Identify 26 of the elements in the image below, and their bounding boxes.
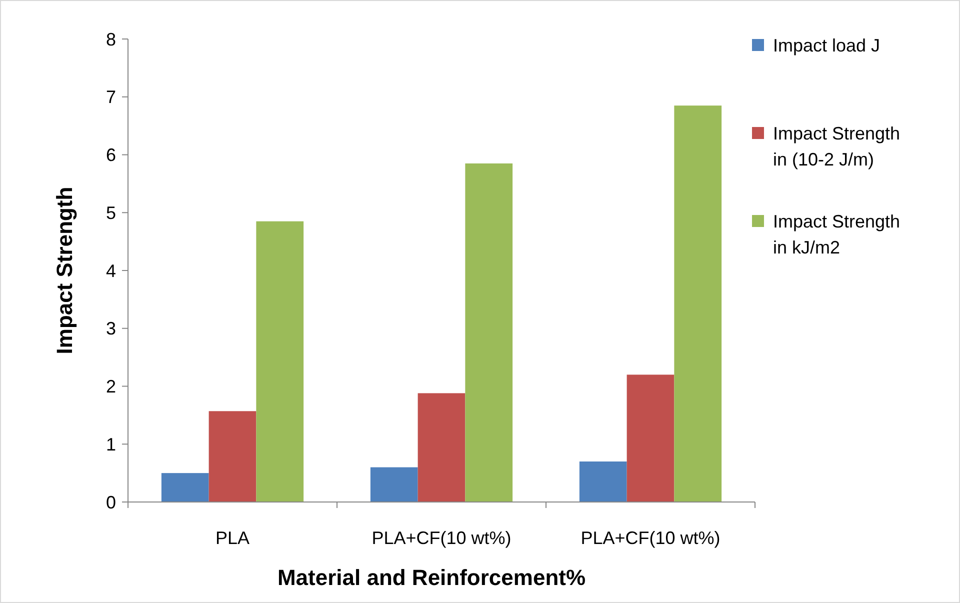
bar	[208, 411, 256, 502]
y-tick-label: 2	[106, 376, 116, 397]
x-tick-label: PLA	[215, 528, 250, 548]
y-tick-label: 1	[106, 434, 116, 454]
bar	[161, 473, 209, 502]
legend-label: Impact Strength in (10-2 J/m)	[773, 123, 900, 170]
bar	[674, 106, 722, 502]
y-tick-label: 8	[106, 29, 116, 50]
bar	[256, 221, 304, 502]
x-tick-label: PLA+CF(10 wt%)	[580, 528, 720, 548]
y-tick-label: 7	[106, 87, 116, 108]
bar	[626, 374, 674, 502]
x-tick-label: PLA+CF(10 wt%)	[372, 528, 512, 548]
y-tick-label: 3	[106, 318, 116, 339]
bar	[465, 163, 513, 502]
y-tick-label: 5	[106, 202, 116, 223]
bar	[418, 393, 466, 502]
legend-label: Impact Strength in kJ/m2	[773, 211, 900, 258]
bar	[370, 467, 418, 502]
y-axis-title: Impact Strength	[52, 186, 77, 354]
legend-label: Impact load J	[773, 35, 880, 56]
y-tick-label: 0	[106, 492, 116, 512]
x-axis-title: Material and Reinforcement%	[277, 565, 586, 590]
bar	[579, 461, 627, 502]
y-tick-label: 4	[106, 260, 116, 281]
y-tick-label: 6	[106, 145, 116, 166]
